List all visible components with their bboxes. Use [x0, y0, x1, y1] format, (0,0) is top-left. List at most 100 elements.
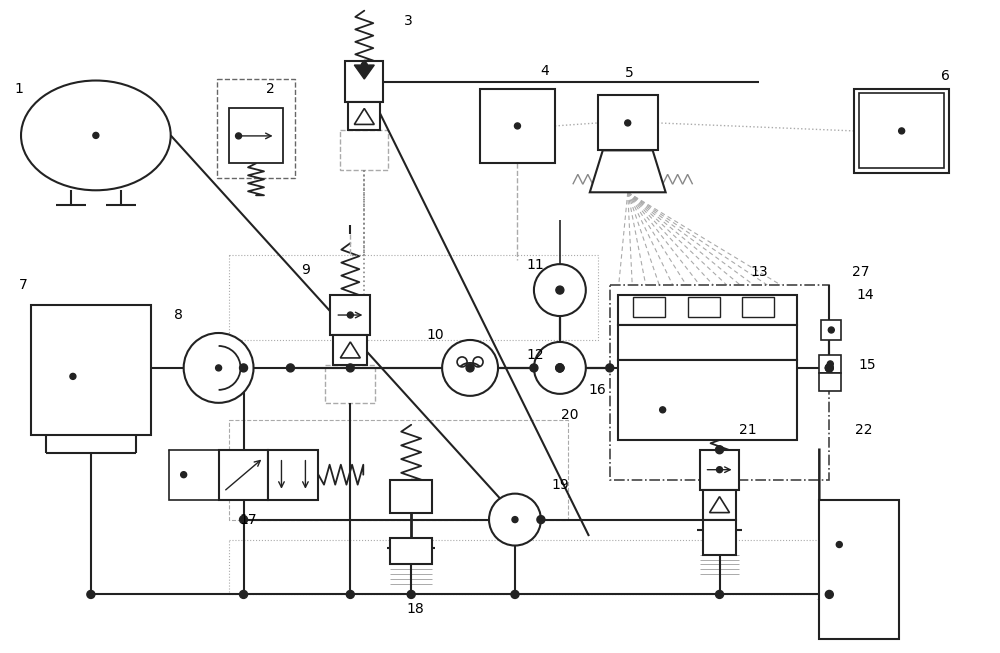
Circle shape	[556, 364, 564, 372]
Text: 16: 16	[589, 383, 607, 397]
Circle shape	[534, 264, 586, 316]
Bar	[229, 255, 598, 340]
Bar	[703, 520, 736, 554]
Circle shape	[556, 286, 564, 294]
Text: 9: 9	[301, 263, 310, 277]
Circle shape	[442, 340, 498, 396]
Circle shape	[457, 357, 467, 367]
Circle shape	[216, 365, 222, 371]
Circle shape	[286, 364, 294, 372]
Circle shape	[240, 364, 248, 372]
Circle shape	[717, 467, 723, 473]
Bar	[819, 355, 841, 373]
Text: 6: 6	[941, 69, 949, 82]
Circle shape	[346, 590, 354, 598]
Text: 15: 15	[858, 358, 876, 372]
Text: 7: 7	[19, 278, 27, 292]
Bar	[333, 335, 367, 365]
Bar	[742, 297, 774, 317]
Text: 4: 4	[541, 63, 549, 78]
Circle shape	[827, 361, 833, 367]
Circle shape	[825, 364, 833, 372]
Circle shape	[660, 407, 666, 413]
Polygon shape	[710, 497, 730, 513]
Circle shape	[240, 590, 248, 598]
Bar	[819, 500, 899, 639]
Circle shape	[184, 333, 254, 403]
Text: 11: 11	[526, 258, 544, 272]
Text: 13: 13	[751, 265, 768, 279]
Bar	[390, 480, 432, 513]
Circle shape	[537, 516, 545, 524]
Circle shape	[625, 120, 631, 126]
Bar	[688, 297, 720, 317]
Circle shape	[836, 541, 842, 547]
Bar	[618, 360, 797, 439]
Text: 8: 8	[174, 308, 183, 322]
Circle shape	[236, 133, 242, 139]
Circle shape	[828, 327, 834, 333]
Circle shape	[512, 517, 518, 522]
Bar	[480, 89, 555, 163]
Circle shape	[489, 494, 541, 545]
Circle shape	[473, 357, 483, 367]
Text: 17: 17	[240, 513, 257, 526]
Circle shape	[514, 123, 520, 129]
Text: 10: 10	[426, 328, 444, 342]
Circle shape	[825, 364, 833, 372]
Bar	[169, 450, 219, 500]
Circle shape	[240, 516, 248, 524]
Bar	[821, 320, 841, 340]
Circle shape	[466, 364, 474, 372]
Circle shape	[181, 471, 187, 478]
Bar	[700, 450, 739, 490]
Text: 20: 20	[561, 408, 579, 422]
Bar	[610, 285, 829, 480]
Bar	[330, 295, 370, 335]
Bar	[345, 61, 383, 103]
Bar	[598, 95, 658, 150]
Polygon shape	[354, 65, 374, 79]
Circle shape	[346, 364, 354, 372]
Circle shape	[606, 364, 614, 372]
Text: 3: 3	[404, 14, 413, 27]
Bar	[390, 537, 432, 564]
Text: 22: 22	[855, 422, 873, 437]
Bar	[703, 490, 736, 520]
Polygon shape	[340, 342, 360, 358]
Text: 27: 27	[852, 265, 870, 279]
Circle shape	[347, 312, 353, 318]
Bar	[618, 295, 797, 325]
Circle shape	[716, 590, 724, 598]
Circle shape	[93, 133, 99, 138]
Bar	[633, 297, 665, 317]
Circle shape	[534, 342, 586, 394]
Text: 5: 5	[625, 65, 634, 80]
Circle shape	[716, 446, 724, 454]
Circle shape	[556, 364, 564, 372]
Circle shape	[556, 364, 564, 372]
Circle shape	[899, 128, 905, 134]
Bar	[618, 325, 797, 360]
Bar	[229, 539, 837, 594]
Bar	[819, 373, 841, 391]
Ellipse shape	[21, 80, 171, 190]
Text: 2: 2	[266, 82, 275, 95]
Circle shape	[530, 364, 538, 372]
Text: 14: 14	[856, 288, 874, 302]
Polygon shape	[590, 150, 666, 192]
Text: 21: 21	[739, 422, 756, 437]
Polygon shape	[354, 108, 374, 125]
Circle shape	[825, 590, 833, 598]
Bar	[229, 420, 568, 520]
Bar	[219, 450, 268, 500]
Bar	[268, 450, 318, 500]
Bar	[325, 365, 375, 403]
Text: 18: 18	[406, 603, 424, 616]
Bar	[229, 108, 283, 163]
Text: 19: 19	[551, 477, 569, 492]
Text: 12: 12	[526, 348, 544, 362]
Circle shape	[70, 374, 76, 379]
Bar	[31, 305, 151, 435]
Text: 1: 1	[15, 82, 23, 95]
